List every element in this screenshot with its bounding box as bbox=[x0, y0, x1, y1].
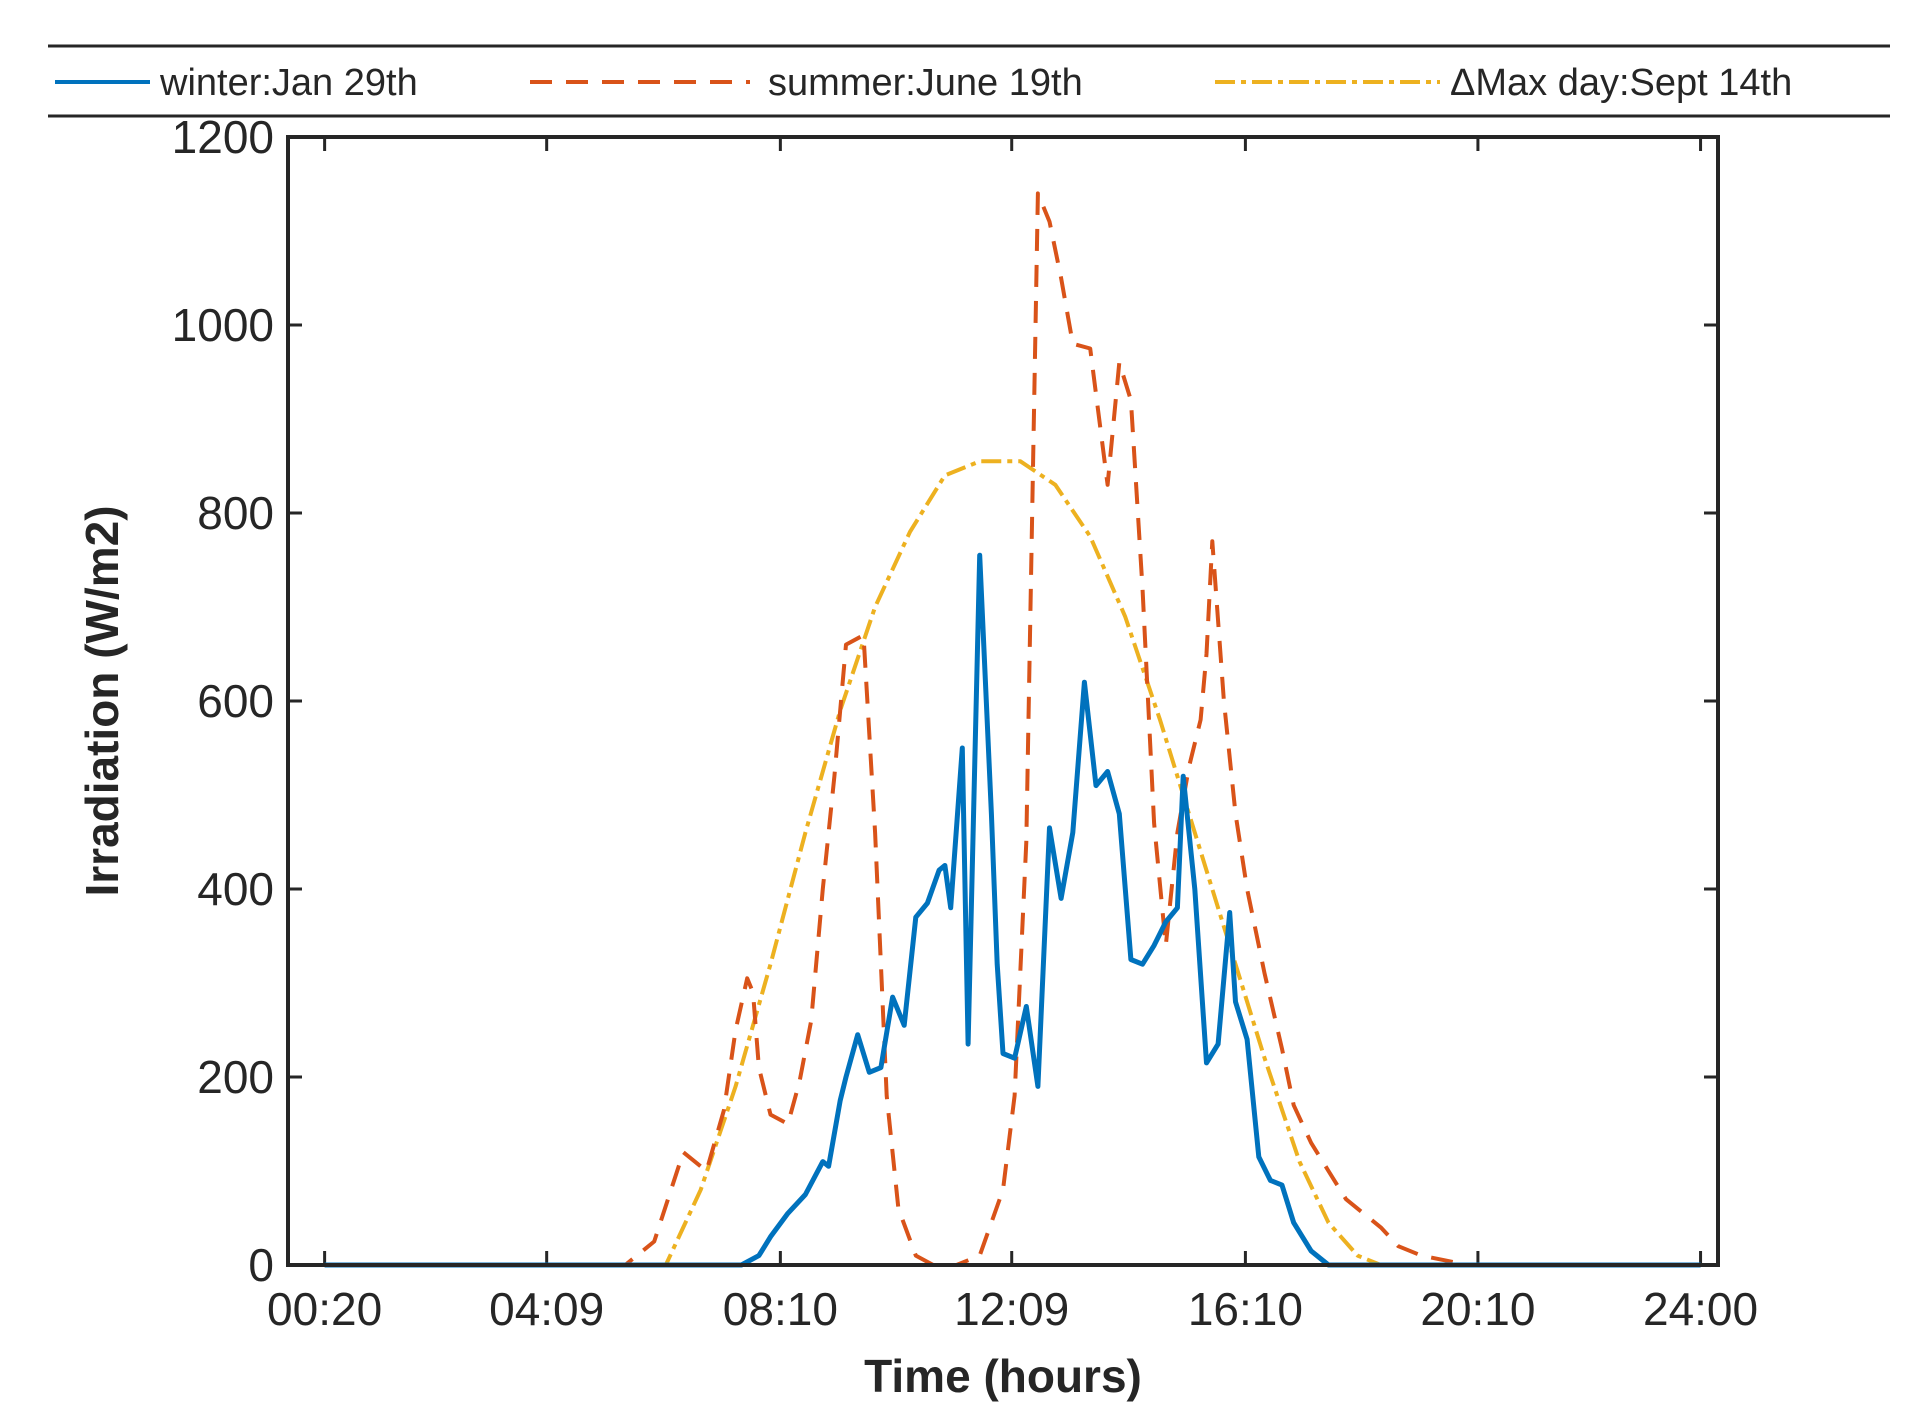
series-line-2 bbox=[324, 459, 1701, 1267]
y-tick-label: 0 bbox=[248, 1239, 274, 1291]
legend-label-summer: summer:June 19th bbox=[768, 62, 1083, 104]
y-tick-label: 600 bbox=[197, 675, 274, 727]
plot-frame bbox=[286, 135, 1720, 1267]
x-tick-label: 20:10 bbox=[1420, 1283, 1535, 1335]
y-tick-label: 400 bbox=[197, 863, 274, 915]
legend-label-max-day: ΔMax day:Sept 14th bbox=[1450, 62, 1792, 104]
y-tick-label: 200 bbox=[197, 1051, 274, 1103]
plot-area bbox=[288, 137, 1718, 1265]
x-axis-title: Time (hours) bbox=[864, 1350, 1142, 1402]
y-tick-label: 1000 bbox=[172, 299, 274, 351]
series-line-1 bbox=[324, 191, 1701, 1267]
legend-label-winter: winter:Jan 29th bbox=[159, 62, 418, 104]
x-tick-label: 08:10 bbox=[723, 1283, 838, 1335]
x-tick-label: 24:00 bbox=[1643, 1283, 1758, 1335]
y-tick-label: 1200 bbox=[172, 111, 274, 163]
x-tick-labels: 00:20 04:09 08:10 12:09 16:10 20:10 24:00 bbox=[267, 1283, 1758, 1335]
series-line-0 bbox=[324, 552, 1701, 1268]
x-tick-label: 04:09 bbox=[489, 1283, 604, 1335]
y-tick-label: 800 bbox=[197, 487, 274, 539]
legend-background bbox=[48, 44, 1890, 118]
series-lines bbox=[324, 191, 1701, 1268]
x-tick-label: 16:10 bbox=[1188, 1283, 1303, 1335]
x-tick-label: 12:09 bbox=[954, 1283, 1069, 1335]
y-tick-labels: 0 200 400 600 800 1000 1200 bbox=[172, 111, 274, 1291]
y-axis-title: Irradiation (W/m2) bbox=[76, 505, 128, 896]
legend: winter:Jan 29th summer:June 19th ΔMax da… bbox=[48, 44, 1890, 118]
x-tick-label: 00:20 bbox=[267, 1283, 382, 1335]
